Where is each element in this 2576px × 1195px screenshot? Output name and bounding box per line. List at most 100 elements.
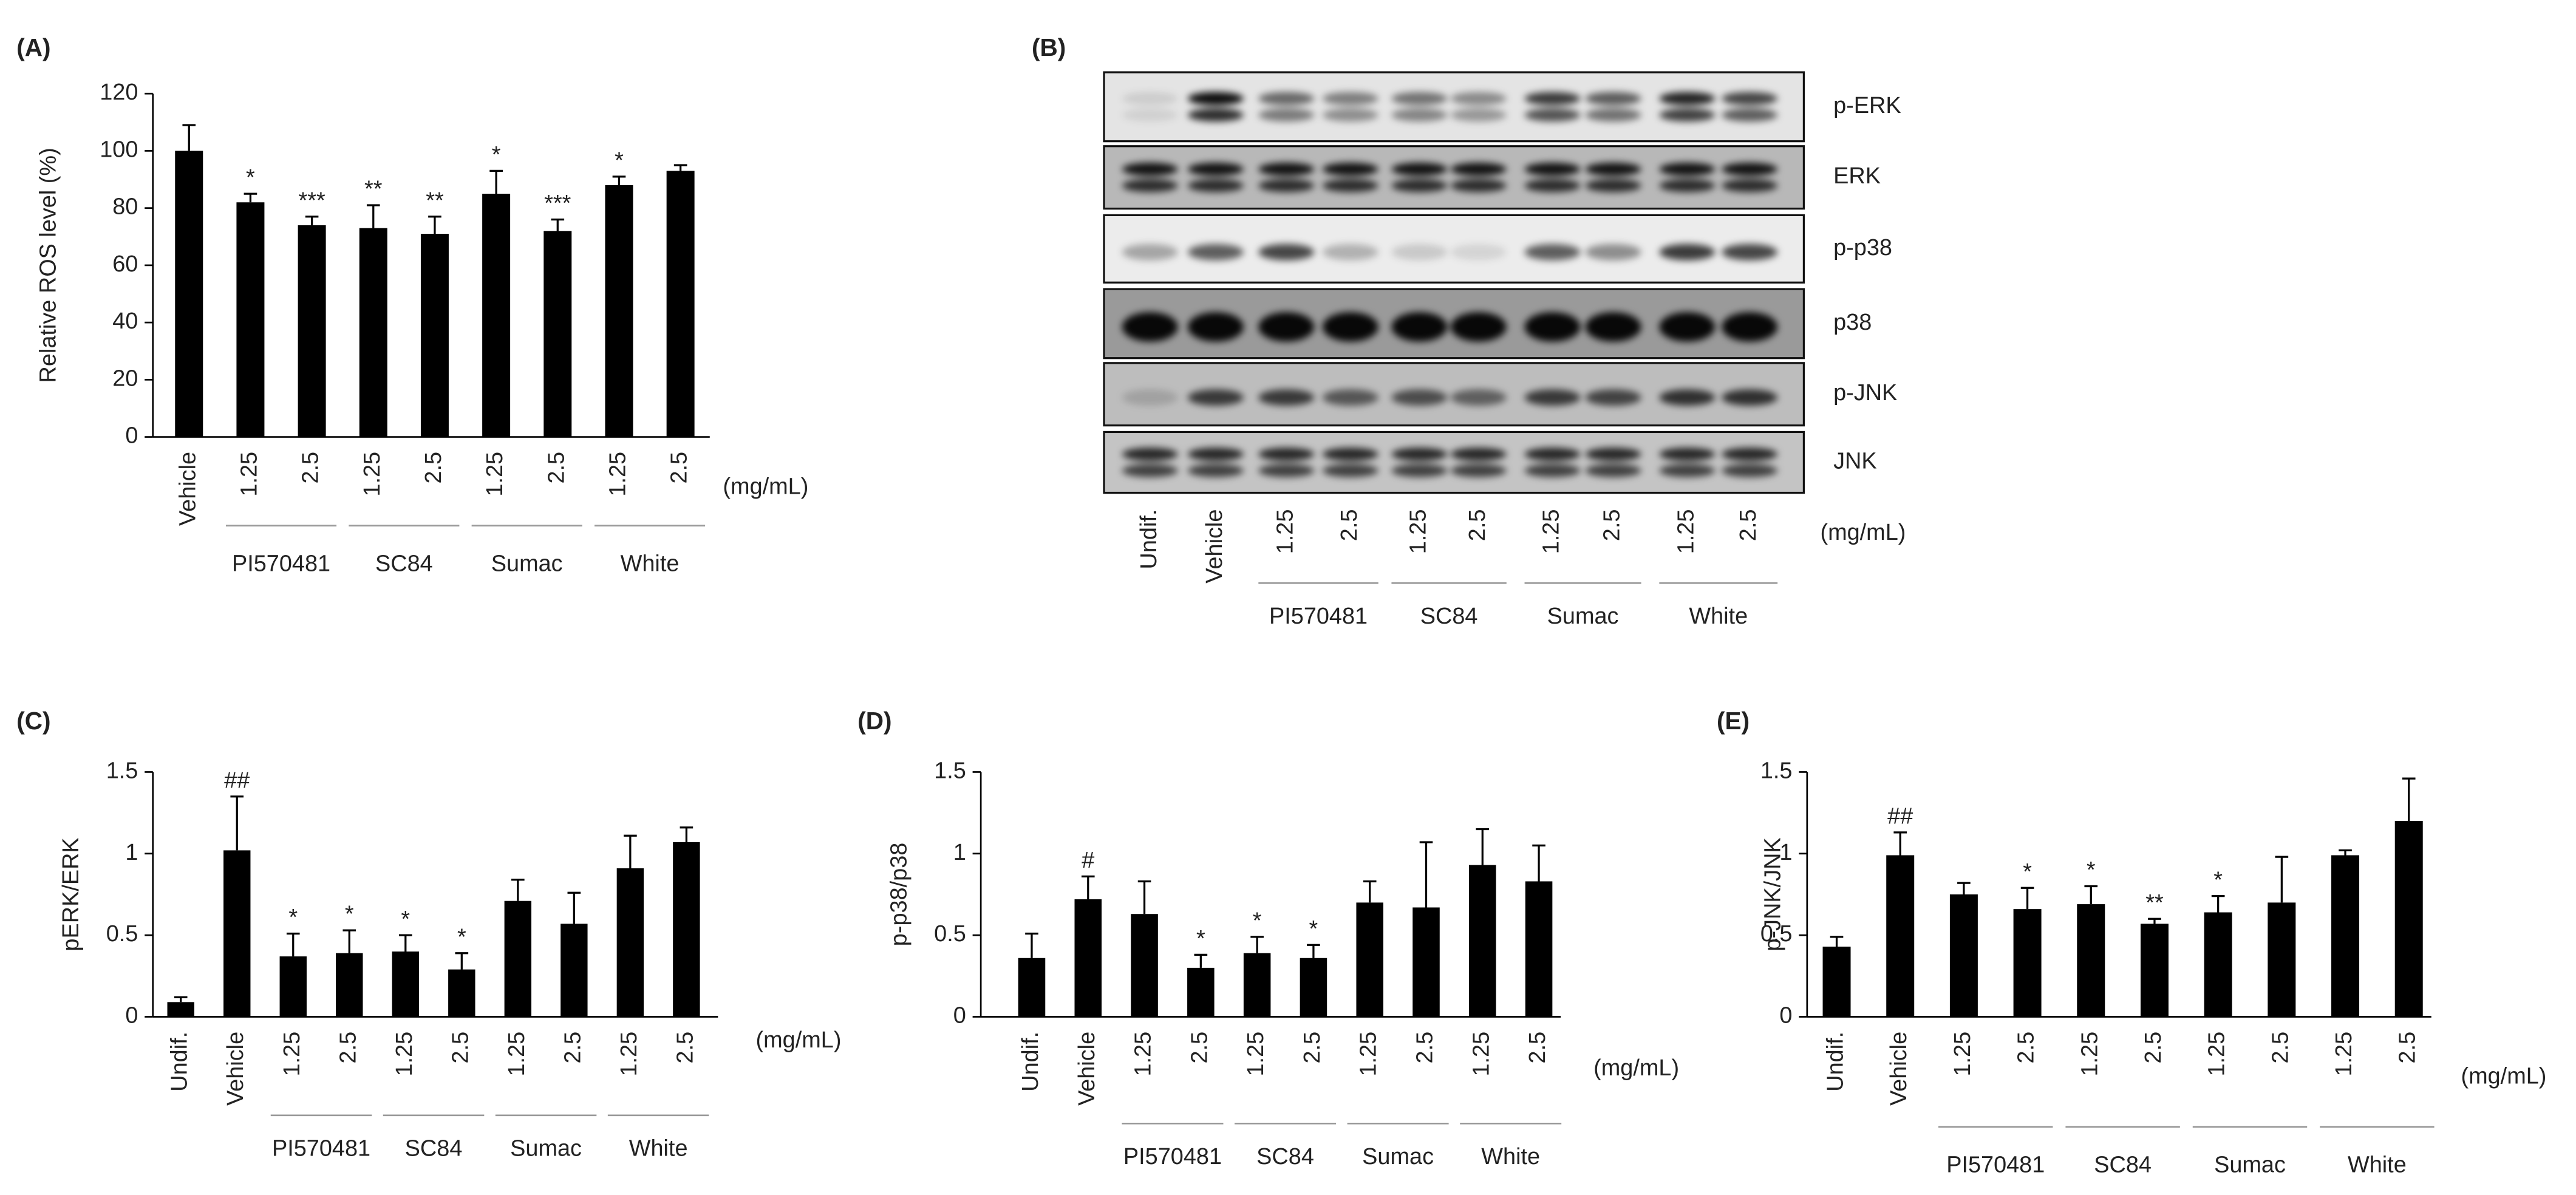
x-tick-label: 2.5 <box>1300 1032 1325 1064</box>
band <box>1322 92 1378 106</box>
band <box>1585 243 1641 260</box>
x-tick-label: 1.25 <box>392 1032 417 1077</box>
band <box>1450 448 1507 461</box>
x-tick-label: 2.5 <box>335 1032 361 1064</box>
error-bar <box>612 175 626 185</box>
band <box>1585 92 1641 106</box>
row-label: JNK <box>1833 449 1877 474</box>
band <box>1122 389 1178 406</box>
x-tick-label: Vehicle <box>1074 1032 1100 1106</box>
blot-background <box>1103 145 1805 210</box>
y-tick-label: 120 <box>100 80 138 105</box>
bar <box>1886 855 1915 1017</box>
significance-mark: ** <box>2145 890 2164 916</box>
band <box>1187 108 1244 122</box>
significance-mark: ** <box>364 177 383 202</box>
x-tick-label: 2.5 <box>543 452 569 484</box>
band <box>1187 389 1244 406</box>
x-tick-label: 1.25 <box>605 452 630 497</box>
bar <box>2013 909 2042 1017</box>
x-tick-label: 2.5 <box>448 1032 473 1064</box>
y-tick-label: 1.5 <box>106 758 138 783</box>
significance-mark: * <box>345 902 354 927</box>
group-label: SC84 <box>2094 1152 2152 1178</box>
blot-background <box>1103 431 1805 494</box>
band <box>1322 312 1378 342</box>
error-bar <box>2084 885 2098 905</box>
blot-strip: p-JNK <box>1103 362 1897 427</box>
y-tick-label: 40 <box>112 308 138 334</box>
error-bar <box>551 218 565 231</box>
bar <box>236 202 265 437</box>
band <box>1391 312 1448 342</box>
error-bar <box>366 204 380 228</box>
y-tick-label: 0.5 <box>106 921 138 947</box>
bar <box>336 953 363 1017</box>
significance-mark: # <box>1082 848 1094 873</box>
row-label: ERK <box>1833 163 1881 189</box>
group-label: PI570481 <box>1123 1144 1222 1169</box>
x-tick-label: 1.25 <box>1131 1032 1156 1077</box>
x-tick-label: 2.5 <box>2141 1032 2166 1064</box>
bar <box>2394 821 2423 1017</box>
error-bar <box>1419 841 1433 908</box>
blot-strip: ERK <box>1103 145 1881 210</box>
x-tick-label: 2.5 <box>1187 1032 1212 1064</box>
significance-mark: ## <box>1887 803 1913 829</box>
x-tick-label: 1.25 <box>279 1032 305 1077</box>
bar <box>1018 958 1046 1017</box>
bar <box>1300 958 1327 1017</box>
panel-label: (A) <box>16 33 50 61</box>
error-bar <box>398 934 412 952</box>
x-tick-label: Undif. <box>167 1032 193 1092</box>
band <box>1524 464 1581 477</box>
significance-mark: * <box>1196 926 1205 952</box>
x-tick-label: 2.5 <box>2395 1032 2421 1064</box>
band <box>1659 464 1716 477</box>
error-bar <box>567 891 581 924</box>
lane-label: Undif. <box>1136 509 1162 570</box>
x-tick-label: 1.25 <box>1950 1032 1975 1077</box>
unit-label: (mg/mL) <box>2461 1064 2546 1089</box>
group-label: White <box>629 1136 688 1162</box>
error-bar <box>1830 936 1844 947</box>
band <box>1585 162 1641 176</box>
bar <box>673 842 700 1017</box>
x-tick-label: 1.25 <box>1468 1032 1494 1077</box>
error-bar <box>511 879 525 901</box>
panel-label: (B) <box>1032 33 1066 61</box>
x-tick-label: 2.5 <box>560 1032 585 1064</box>
x-tick-label: 2.5 <box>672 1032 698 1064</box>
x-tick-label: Undif. <box>1018 1032 1043 1092</box>
error-bar <box>2020 887 2034 910</box>
error-bar <box>1307 944 1320 958</box>
blot-background <box>1103 71 1805 143</box>
bar <box>448 969 475 1017</box>
x-tick-label: Undif. <box>1823 1032 1849 1092</box>
band <box>1122 179 1178 192</box>
x-tick-label: 2.5 <box>298 452 324 484</box>
band <box>1322 448 1378 461</box>
bar <box>1949 894 1978 1017</box>
error-bar <box>455 952 469 970</box>
band <box>1391 464 1448 477</box>
lane-label: 1.25 <box>1539 509 1564 554</box>
group-label: White <box>1689 604 1748 629</box>
error-bar <box>428 216 441 234</box>
band <box>1187 162 1244 176</box>
error-bar <box>1363 880 1377 903</box>
x-tick-label: Vehicle <box>223 1032 248 1106</box>
band <box>1391 448 1448 461</box>
group-label: PI570481 <box>1946 1152 2045 1178</box>
error-bar <box>2275 856 2289 903</box>
band <box>1187 464 1244 477</box>
band <box>1722 464 1778 477</box>
bar <box>420 234 449 437</box>
significance-mark: * <box>2213 867 2223 893</box>
band <box>1391 389 1448 406</box>
y-tick-label: 0 <box>953 1003 966 1028</box>
band <box>1722 108 1778 122</box>
y-axis-label: pERK/ERK <box>58 837 84 951</box>
band <box>1524 162 1581 176</box>
error-bar <box>624 834 637 868</box>
